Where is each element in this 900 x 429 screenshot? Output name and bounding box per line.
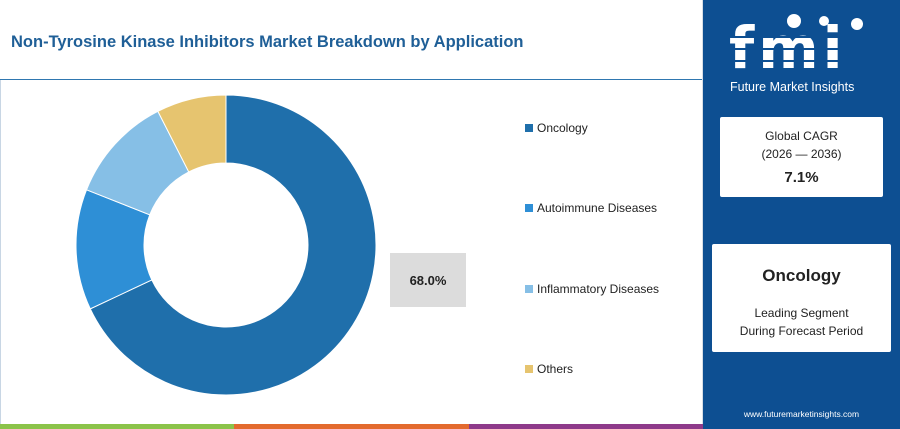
legend-swatch	[525, 285, 533, 293]
legend-label: Others	[537, 362, 574, 376]
legend-swatch	[525, 204, 533, 212]
insights-sidebar: fmi Future Market Insights Global CAGR (…	[703, 0, 900, 429]
donut-slice-others	[157, 94, 227, 173]
bottom-bar-segment	[0, 424, 235, 429]
globe-icon	[787, 14, 801, 28]
cagr-label: Global CAGR	[765, 129, 838, 143]
bottom-bar-segment	[468, 424, 703, 429]
chart-title: Non-Tyrosine Kinase Inhibitors Market Br…	[11, 33, 524, 51]
oncology-value-label: 68.0%	[390, 253, 466, 307]
cagr-card: Global CAGR (2026 — 2036) 7.1%	[720, 117, 883, 197]
chart-panel: Non-Tyrosine Kinase Inhibitors Market Br…	[0, 33, 702, 424]
forecast-period-caption: During Forecast Period	[739, 324, 864, 338]
legend-label: Inflammatory Diseases	[537, 282, 660, 296]
legend-label: Oncology	[537, 121, 588, 135]
panel-border-left	[0, 80, 1, 424]
legend-swatch	[525, 124, 533, 132]
cagr-value: 7.1%	[784, 169, 819, 186]
leading-segment-caption: Leading Segment	[754, 306, 849, 320]
legend-swatch	[525, 365, 533, 373]
leading-segment-card: Oncology Leading Segment During Forecast…	[712, 244, 891, 352]
title-divider	[0, 79, 702, 80]
bottom-bar-segment	[234, 424, 469, 429]
legend-item-oncology: Oncology	[525, 121, 588, 135]
person-icon	[819, 16, 829, 26]
donut-slice-oncology	[89, 94, 377, 396]
logo-subtitle: Future Market Insights	[730, 80, 855, 94]
chart-icon	[851, 18, 863, 30]
cagr-period: (2026 — 2036)	[761, 147, 842, 161]
website-url: www.futuremarketinsights.com	[743, 409, 860, 419]
legend-item-others: Others	[525, 362, 573, 376]
bottom-color-bar	[0, 424, 703, 429]
fmi-logo: fmi Future Market Insights	[725, 14, 885, 98]
donut-chart	[75, 94, 377, 396]
legend-item-autoimmune-diseases: Autoimmune Diseases	[525, 201, 657, 215]
legend-label: Autoimmune Diseases	[537, 201, 658, 215]
legend-item-inflammatory-diseases: Inflammatory Diseases	[525, 282, 659, 296]
panel-border-right	[702, 0, 703, 424]
leading-segment-name: Oncology	[762, 266, 841, 285]
